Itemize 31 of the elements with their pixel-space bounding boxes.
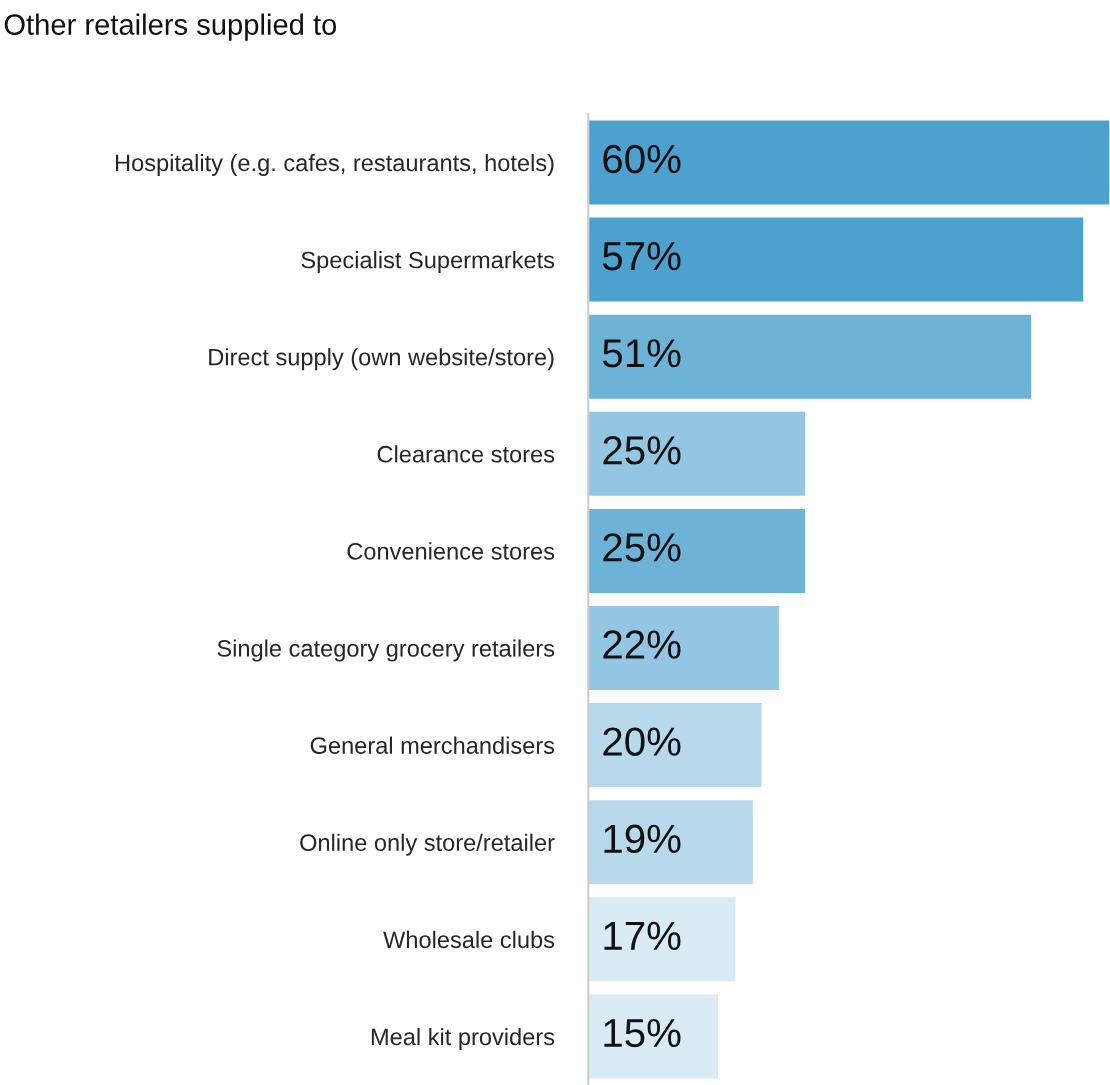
data-label: 25%	[603, 436, 681, 465]
data-label: 25%	[603, 533, 681, 562]
y-tick-label: Single category grocery retailers	[217, 639, 555, 662]
text: Other retailers supplied to	[4, 13, 337, 41]
bar	[588, 119, 1110, 206]
data-label: 60%	[603, 144, 681, 174]
y-tick-label: Direct supply (own website/store)	[209, 348, 554, 371]
y-tick-label: Specialist Supermarkets	[301, 251, 555, 274]
y-tick-label: Meal kit providers	[371, 1027, 555, 1050]
bar	[588, 313, 1033, 401]
bar	[588, 216, 1085, 304]
data-label: 22%	[603, 630, 681, 659]
data-label: 19%	[604, 824, 681, 854]
data-label: 51%	[602, 339, 681, 368]
data-label: 57%	[602, 242, 681, 271]
bar	[588, 895, 737, 983]
y-tick-label: Online only store/retailer	[300, 833, 555, 856]
y-tick-label: Clearance stores	[377, 445, 555, 463]
bar	[588, 604, 781, 692]
y-tick-label: Wholesale clubs	[383, 930, 555, 949]
bar	[588, 798, 755, 886]
y-tick-label: General merchandisers	[310, 736, 555, 754]
y-tick-label: Convenience stores	[347, 542, 555, 560]
data-label: 15%	[604, 1018, 681, 1048]
bar	[588, 701, 763, 789]
bar	[588, 993, 720, 1080]
y-tick-label: Hospitality (e.g. cafes, restaurants, hotels)	[116, 153, 554, 176]
data-label: 20%	[603, 727, 681, 756]
bar	[588, 507, 807, 595]
data-label: 17%	[604, 921, 681, 950]
bar	[588, 410, 807, 498]
